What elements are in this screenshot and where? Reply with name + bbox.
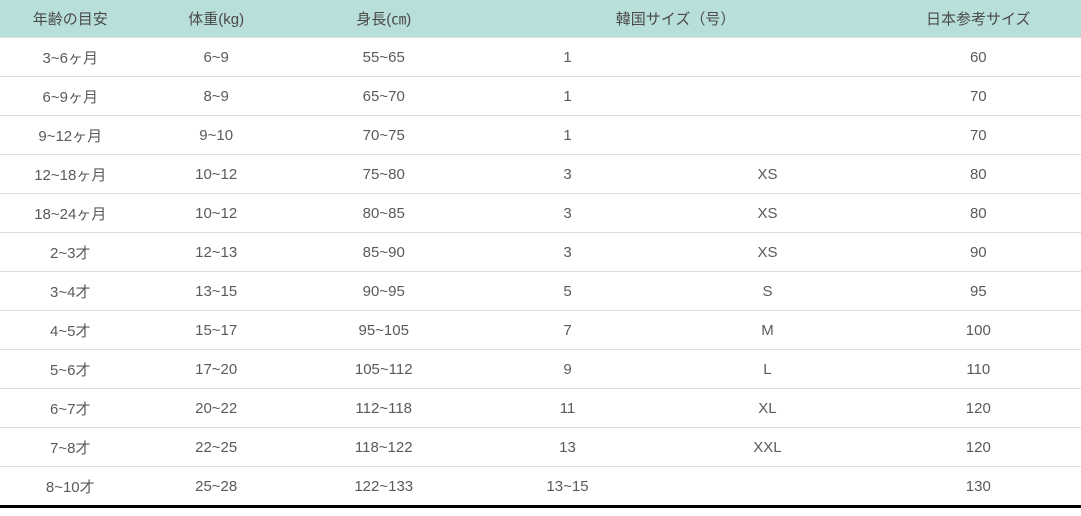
table-cell: 1 xyxy=(476,38,660,77)
size-table: 年齢の目安体重(kg)身長(㎝)韓国サイズ（号）日本参考サイズ 3~6ヶ月6~9… xyxy=(0,0,1081,508)
table-cell: 3 xyxy=(476,194,660,233)
table-cell: 120 xyxy=(876,389,1081,428)
table-cell: 65~70 xyxy=(292,77,476,116)
table-cell: 130 xyxy=(876,467,1081,507)
table-cell: 13 xyxy=(476,428,660,467)
table-cell: 6~9 xyxy=(141,38,292,77)
table-cell: 80 xyxy=(876,155,1081,194)
table-cell: 2~3才 xyxy=(0,233,141,272)
table-row: 3~6ヶ月6~955~651 60 xyxy=(0,38,1081,77)
table-cell: 70 xyxy=(876,77,1081,116)
table-cell: 11 xyxy=(476,389,660,428)
table-cell: 20~22 xyxy=(141,389,292,428)
table-row: 18~24ヶ月10~1280~853XS80 xyxy=(0,194,1081,233)
table-row: 4~5才15~1795~1057M100 xyxy=(0,311,1081,350)
table-cell: 70~75 xyxy=(292,116,476,155)
column-header: 韓国サイズ（号） xyxy=(476,0,876,38)
table-cell: 9~10 xyxy=(141,116,292,155)
table-cell: 90 xyxy=(876,233,1081,272)
table-cell: 112~118 xyxy=(292,389,476,428)
table-cell: XS xyxy=(659,233,875,272)
table-cell: 110 xyxy=(876,350,1081,389)
table-cell: 5 xyxy=(476,272,660,311)
table-cell: XS xyxy=(659,194,875,233)
table-cell: 7 xyxy=(476,311,660,350)
table-header-row: 年齢の目安体重(kg)身長(㎝)韓国サイズ（号）日本参考サイズ xyxy=(0,0,1081,38)
column-header: 体重(kg) xyxy=(141,0,292,38)
table-row: 6~7才20~22112~11811XL120 xyxy=(0,389,1081,428)
table-cell: XXL xyxy=(659,428,875,467)
table-cell: 95 xyxy=(876,272,1081,311)
table-cell: M xyxy=(659,311,875,350)
table-cell: 60 xyxy=(876,38,1081,77)
table-cell: 8~10才 xyxy=(0,467,141,507)
table-cell: 13~15 xyxy=(141,272,292,311)
table-cell: 100 xyxy=(876,311,1081,350)
table-cell: 3~4才 xyxy=(0,272,141,311)
table-cell: 80 xyxy=(876,194,1081,233)
table-cell: 90~95 xyxy=(292,272,476,311)
table-row: 2~3才12~1385~903XS90 xyxy=(0,233,1081,272)
table-cell: 95~105 xyxy=(292,311,476,350)
table-cell: 9~12ヶ月 xyxy=(0,116,141,155)
table-cell: 120 xyxy=(876,428,1081,467)
table-cell: 25~28 xyxy=(141,467,292,507)
table-cell: 4~5才 xyxy=(0,311,141,350)
table-row: 7~8才22~25118~12213XXL120 xyxy=(0,428,1081,467)
table-cell: 10~12 xyxy=(141,155,292,194)
table-cell: 7~8才 xyxy=(0,428,141,467)
table-cell: 6~7才 xyxy=(0,389,141,428)
table-cell: 75~80 xyxy=(292,155,476,194)
table-cell: 15~17 xyxy=(141,311,292,350)
column-header: 日本参考サイズ xyxy=(876,0,1081,38)
table-cell: 1 xyxy=(476,116,660,155)
table-cell: 118~122 xyxy=(292,428,476,467)
table-cell: 18~24ヶ月 xyxy=(0,194,141,233)
table-cell: 3~6ヶ月 xyxy=(0,38,141,77)
table-cell: 22~25 xyxy=(141,428,292,467)
table-cell: 9 xyxy=(476,350,660,389)
table-cell: XL xyxy=(659,389,875,428)
column-header: 身長(㎝) xyxy=(292,0,476,38)
table-row: 8~10才25~28122~13313~15 130 xyxy=(0,467,1081,507)
table-cell: 105~112 xyxy=(292,350,476,389)
table-cell: 80~85 xyxy=(292,194,476,233)
table-cell: 12~18ヶ月 xyxy=(0,155,141,194)
table-row: 6~9ヶ月8~965~701 70 xyxy=(0,77,1081,116)
table-cell: 5~6才 xyxy=(0,350,141,389)
table-row: 12~18ヶ月10~1275~803XS80 xyxy=(0,155,1081,194)
size-table-container: 年齢の目安体重(kg)身長(㎝)韓国サイズ（号）日本参考サイズ 3~6ヶ月6~9… xyxy=(0,0,1081,508)
table-cell: 8~9 xyxy=(141,77,292,116)
table-cell: 122~133 xyxy=(292,467,476,507)
table-cell: 85~90 xyxy=(292,233,476,272)
table-cell: 12~13 xyxy=(141,233,292,272)
table-cell: 10~12 xyxy=(141,194,292,233)
table-cell xyxy=(659,38,875,77)
table-row: 9~12ヶ月9~1070~751 70 xyxy=(0,116,1081,155)
table-cell xyxy=(659,116,875,155)
table-cell: XS xyxy=(659,155,875,194)
table-cell xyxy=(659,467,875,507)
table-cell xyxy=(659,77,875,116)
table-row: 3~4才13~1590~955S95 xyxy=(0,272,1081,311)
table-body: 3~6ヶ月6~955~651606~9ヶ月8~965~701709~12ヶ月9~… xyxy=(0,38,1081,507)
table-cell: 17~20 xyxy=(141,350,292,389)
table-cell: 13~15 xyxy=(476,467,660,507)
column-header: 年齢の目安 xyxy=(0,0,141,38)
table-cell: 6~9ヶ月 xyxy=(0,77,141,116)
table-cell: S xyxy=(659,272,875,311)
table-row: 5~6才17~20105~1129L110 xyxy=(0,350,1081,389)
table-cell: 1 xyxy=(476,77,660,116)
table-cell: 3 xyxy=(476,233,660,272)
table-cell: L xyxy=(659,350,875,389)
table-cell: 70 xyxy=(876,116,1081,155)
table-cell: 55~65 xyxy=(292,38,476,77)
table-cell: 3 xyxy=(476,155,660,194)
